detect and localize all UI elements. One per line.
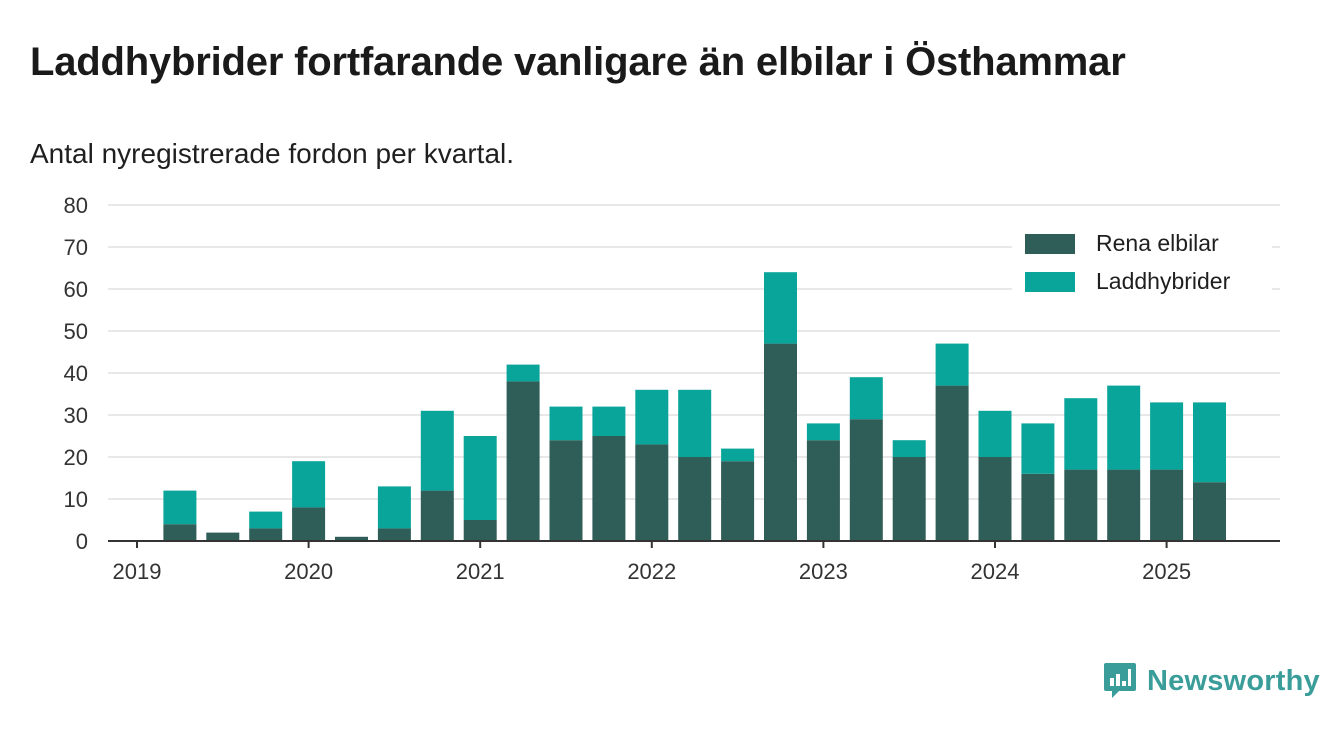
bar-rena-elbilar: [420, 490, 454, 541]
bar-rena-elbilar: [1064, 469, 1098, 541]
bar-laddhybrider: [292, 461, 326, 508]
brand-name: Newsworthy: [1147, 664, 1320, 697]
bar-laddhybrider: [678, 389, 712, 457]
bar-laddhybrider: [892, 440, 926, 457]
bar-laddhybrider: [978, 410, 1012, 457]
bar-laddhybrider: [592, 406, 626, 436]
y-tick-label: 60: [64, 277, 88, 302]
x-tick-label: 2025: [1142, 559, 1191, 584]
bar-rena-elbilar: [163, 524, 197, 541]
bar-laddhybrider: [1193, 402, 1226, 483]
legend-label: Rena elbilar: [1096, 230, 1219, 256]
x-tick-label: 2024: [971, 559, 1020, 584]
x-tick-label: 2020: [284, 559, 333, 584]
x-tick-label: 2022: [627, 559, 676, 584]
bar-laddhybrider: [1107, 385, 1141, 470]
bar-rena-elbilar: [721, 461, 755, 541]
y-tick-label: 40: [64, 361, 88, 386]
bar-rena-elbilar: [1021, 473, 1055, 541]
bars: [163, 272, 1226, 541]
bar-rena-elbilar: [335, 536, 368, 541]
x-tick-label: 2019: [113, 559, 162, 584]
bar-laddhybrider: [377, 486, 411, 529]
bar-rena-elbilar: [678, 457, 712, 541]
bar-rena-elbilar: [549, 440, 583, 541]
bar-rena-elbilar: [206, 532, 240, 541]
bar-rena-elbilar: [292, 507, 326, 541]
legend-label: Laddhybrider: [1096, 268, 1231, 294]
bar-laddhybrider: [506, 364, 540, 382]
bar-rena-elbilar: [935, 385, 969, 541]
bar-rena-elbilar: [806, 440, 840, 541]
y-tick-label: 30: [64, 403, 88, 428]
legend: Rena elbilar Laddhybrider: [1012, 222, 1272, 300]
bar-laddhybrider: [764, 272, 797, 344]
bar-rena-elbilar: [978, 457, 1012, 541]
bar-laddhybrider: [635, 389, 669, 445]
bar-rena-elbilar: [892, 457, 926, 541]
legend-swatch: [1025, 234, 1075, 254]
newsworthy-logo-icon: [1104, 663, 1136, 698]
bar-laddhybrider: [1021, 423, 1055, 474]
bar-rena-elbilar: [463, 520, 497, 541]
axes: 0 10 20 30 40 50 60 70 80 2019 2020 2021 2022 2023 202…: [64, 193, 1280, 584]
bar-laddhybrider: [549, 406, 583, 441]
bar-laddhybrider: [1064, 398, 1098, 470]
bar-rena-elbilar: [1193, 482, 1226, 541]
bar-laddhybrider: [806, 423, 840, 441]
bar-rena-elbilar: [635, 444, 669, 541]
y-tick-label: 0: [76, 529, 88, 554]
bar-laddhybrider: [249, 511, 283, 529]
x-tick-label: 2023: [799, 559, 848, 584]
y-tick-label: 20: [64, 445, 88, 470]
y-tick-label: 80: [64, 193, 88, 218]
bar-laddhybrider: [163, 490, 197, 525]
bar-laddhybrider: [935, 343, 969, 386]
chart-subtitle: Antal nyregistrerade fordon per kvartal.: [30, 138, 515, 169]
y-tick-label: 10: [64, 487, 88, 512]
bar-laddhybrider: [721, 448, 755, 462]
bar-rena-elbilar: [849, 419, 883, 541]
y-tick-label: 50: [64, 319, 88, 344]
bar-laddhybrider: [849, 377, 883, 420]
x-tick-label: 2021: [456, 559, 505, 584]
bar-laddhybrider: [463, 436, 497, 520]
brand-logo: Newsworthy: [1103, 662, 1320, 700]
bar-rena-elbilar: [1107, 469, 1141, 541]
bar-rena-elbilar: [249, 528, 283, 541]
bar-rena-elbilar: [764, 343, 797, 541]
chart-title: Laddhybrider fortfarande vanligare än el…: [30, 40, 1126, 84]
bar-rena-elbilar: [377, 528, 411, 541]
legend-swatch: [1025, 272, 1075, 292]
bar-rena-elbilar: [506, 381, 540, 541]
bar-laddhybrider: [1150, 402, 1184, 470]
y-tick-label: 70: [64, 235, 88, 260]
bar-rena-elbilar: [592, 436, 626, 541]
bar-rena-elbilar: [1150, 469, 1184, 541]
bar-laddhybrider: [420, 410, 454, 491]
